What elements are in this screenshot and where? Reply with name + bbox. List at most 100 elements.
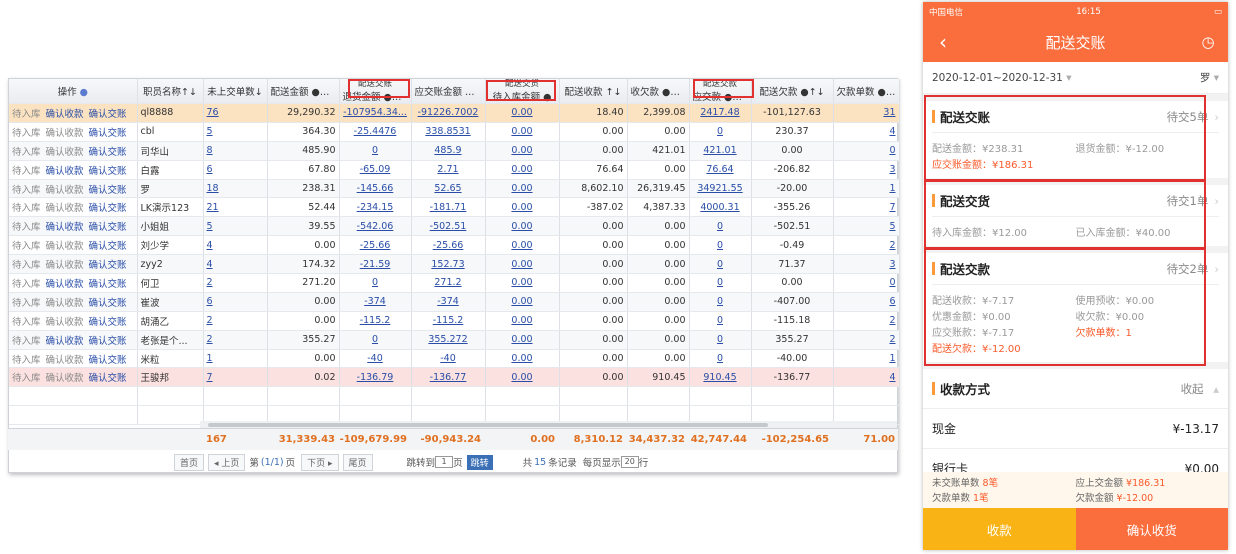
confirm-account-link[interactable]: 确认交账 bbox=[88, 165, 127, 177]
col-recv[interactable]: 配送收款 ↑↓ bbox=[559, 79, 628, 104]
col-unsub[interactable]: 未上交单数↓ bbox=[203, 79, 268, 104]
confirm-account-link[interactable]: 确认交账 bbox=[88, 297, 127, 309]
due-link[interactable]: 338.8531 bbox=[411, 122, 486, 142]
owe-count-link[interactable]: 6 bbox=[833, 292, 900, 312]
confirm-payment-link[interactable]: 确认收款 bbox=[45, 297, 84, 309]
owe-count-link[interactable]: 1 bbox=[833, 179, 900, 199]
col-ret[interactable]: 配送交账 退货金额 ●↑↓ bbox=[339, 79, 412, 104]
table-row[interactable]: 待入库 确认收款 确认交账 zyy2 4 174.32 -21.59 152.73 0.00 0.… bbox=[9, 254, 900, 275]
wait-link[interactable]: 0.00 bbox=[485, 292, 560, 312]
confirm-account-link[interactable]: 确认交账 bbox=[88, 373, 127, 385]
due-link[interactable]: 52.65 bbox=[411, 179, 486, 199]
last-page-button[interactable]: 尾页 bbox=[342, 453, 373, 471]
due-link[interactable]: 485.9 bbox=[411, 141, 486, 161]
confirm-payment-link[interactable]: 确认收款 bbox=[45, 373, 84, 385]
due-link[interactable]: -40 bbox=[411, 349, 486, 369]
unsub-count-link[interactable]: 4 bbox=[203, 254, 268, 275]
col-wait[interactable]: 配送交货 待入库金额 ● bbox=[485, 79, 560, 104]
confirm-payment-link[interactable]: 确认收款 bbox=[45, 222, 84, 234]
owe-count-link[interactable]: 2 bbox=[833, 235, 900, 256]
wait-link[interactable]: 0.00 bbox=[485, 367, 560, 388]
wait-link[interactable]: 0.00 bbox=[485, 141, 560, 161]
table-row[interactable]: 待入库 确认收款 确认交账 王骏邦 7 0.02 -136.79 -136.77 0.00 0.0… bbox=[9, 367, 900, 388]
clock-history-icon[interactable]: ◷ bbox=[1201, 33, 1215, 51]
ret-link[interactable]: -21.59 bbox=[339, 254, 412, 275]
due-link[interactable]: 152.73 bbox=[411, 254, 486, 275]
table-row[interactable]: 待入库 确认收款 确认交账 小姐姐 5 39.55 -542.06 -502.51 0.00 0.… bbox=[9, 216, 900, 237]
stock-in-link[interactable]: 待入库 bbox=[12, 127, 41, 139]
per-page-input[interactable]: 20 bbox=[620, 456, 639, 468]
confirm-account-link[interactable]: 确认交账 bbox=[88, 184, 127, 196]
unsub-count-link[interactable]: 18 bbox=[203, 179, 268, 199]
unsub-count-link[interactable]: 2 bbox=[203, 273, 268, 293]
unsub-count-link[interactable]: 1 bbox=[203, 349, 268, 369]
ret-link[interactable]: 0 bbox=[339, 330, 412, 350]
payable-link[interactable]: 421.01 bbox=[689, 141, 752, 161]
owe-count-link[interactable]: 0 bbox=[833, 141, 900, 161]
payable-link[interactable]: 0 bbox=[689, 273, 752, 293]
table-row[interactable]: 待入库 确认收款 确认交账 崔波 6 0.00 -374 -374 0.00 0.00 0.00 0-… bbox=[9, 292, 900, 312]
ret-link[interactable]: -25.66 bbox=[339, 235, 412, 256]
jump-page-input[interactable]: 1 bbox=[435, 456, 454, 468]
payable-link[interactable]: 0 bbox=[689, 292, 752, 312]
table-row[interactable]: 待入库 确认收款 确认交账 LK演示123 21 52.44 -234.15 -181.71 0… bbox=[9, 197, 900, 218]
table-row[interactable]: 待入库 确认收款 确认交账 司华山 8 485.90 0 485.9 0.00 0.00 421.0… bbox=[9, 141, 900, 161]
prev-page-button[interactable]: ◂ 上页 bbox=[208, 453, 246, 471]
payable-link[interactable]: 2417.48 bbox=[689, 103, 752, 123]
confirm-receipt-button[interactable]: 确认收货 bbox=[1075, 508, 1228, 550]
due-link[interactable]: -25.66 bbox=[411, 235, 486, 256]
stock-in-link[interactable]: 待入库 bbox=[12, 354, 41, 366]
wait-link[interactable]: 0.00 bbox=[485, 103, 560, 123]
stock-in-link[interactable]: 待入库 bbox=[12, 373, 41, 385]
collect-button[interactable]: 收款 bbox=[923, 508, 1076, 550]
date-range-select[interactable]: 2020-12-01~2020-12-31 ▾ bbox=[932, 71, 1072, 84]
due-link[interactable]: 355.272 bbox=[411, 330, 486, 350]
wait-link[interactable]: 0.00 bbox=[485, 254, 560, 275]
col-payable[interactable]: 配送交款 应交款 ●↑↓ bbox=[689, 79, 752, 104]
owe-count-link[interactable]: 4 bbox=[833, 367, 900, 388]
ret-link[interactable]: -107954.34... bbox=[339, 103, 412, 123]
summary-card[interactable]: 配送交款 待交2单 › 配送收款：¥-7.17 使用预收：¥0.00 优惠金额：¥0.00… bbox=[923, 247, 1228, 366]
confirm-account-link[interactable]: 确认交账 bbox=[88, 146, 127, 158]
payable-link[interactable]: 0 bbox=[689, 349, 752, 369]
user-select[interactable]: 罗 ▾ bbox=[1199, 72, 1219, 84]
col-emp[interactable]: 职员名称↑↓ bbox=[137, 79, 204, 104]
due-link[interactable]: 271.2 bbox=[411, 273, 486, 293]
confirm-payment-link[interactable]: 确认收款 bbox=[45, 203, 84, 215]
unsub-count-link[interactable]: 21 bbox=[203, 197, 268, 218]
stock-in-link[interactable]: 待入库 bbox=[12, 297, 41, 309]
ret-link[interactable]: -374 bbox=[339, 292, 412, 312]
confirm-payment-link[interactable]: 确认收款 bbox=[45, 335, 84, 347]
stock-in-link[interactable]: 待入库 bbox=[12, 203, 41, 215]
unsub-count-link[interactable]: 76 bbox=[203, 103, 268, 123]
table-row[interactable]: 待入库 确认收款 确认交账罗 18 238.31 -145.66 52.65 0.00 8,60… bbox=[9, 179, 900, 199]
owe-count-link[interactable]: 2 bbox=[833, 330, 900, 350]
table-row[interactable]: 待入库 确认收款 确认交账 何卫 2 271.20 0 271.2 0.00 0.00 0.00 0 0… bbox=[9, 273, 900, 293]
confirm-account-link[interactable]: 确认交账 bbox=[88, 278, 127, 290]
wait-link[interactable]: 0.00 bbox=[485, 273, 560, 293]
confirm-payment-link[interactable]: 确认收款 bbox=[45, 316, 84, 328]
confirm-payment-link[interactable]: 确认收款 bbox=[45, 260, 84, 272]
unsub-count-link[interactable]: 6 bbox=[203, 160, 268, 180]
col-coll[interactable]: 收欠款 ●↑↓ bbox=[627, 79, 690, 104]
owe-count-link[interactable]: 3 bbox=[833, 160, 900, 180]
due-link[interactable]: -181.71 bbox=[411, 197, 486, 218]
confirm-account-link[interactable]: 确认交账 bbox=[88, 127, 127, 139]
confirm-account-link[interactable]: 确认交账 bbox=[88, 241, 127, 253]
ret-link[interactable]: -65.09 bbox=[339, 160, 412, 180]
wait-link[interactable]: 0.00 bbox=[485, 160, 560, 180]
wait-link[interactable]: 0.00 bbox=[485, 197, 560, 218]
wait-link[interactable]: 0.00 bbox=[485, 311, 560, 331]
confirm-account-link[interactable]: 确认交账 bbox=[88, 316, 127, 328]
payable-link[interactable]: 76.64 bbox=[689, 160, 752, 180]
ret-link[interactable]: -234.15 bbox=[339, 197, 412, 218]
unsub-count-link[interactable]: 5 bbox=[203, 216, 268, 237]
due-link[interactable]: -374 bbox=[411, 292, 486, 312]
unsub-count-link[interactable]: 5 bbox=[203, 122, 268, 142]
confirm-payment-link[interactable]: 确认收款 bbox=[45, 127, 84, 139]
payable-link[interactable]: 0 bbox=[689, 254, 752, 275]
back-chevron-icon[interactable]: ‹ bbox=[939, 30, 947, 54]
ret-link[interactable]: -136.79 bbox=[339, 367, 412, 388]
payable-link[interactable]: 4000.31 bbox=[689, 197, 752, 218]
ret-link[interactable]: -40 bbox=[339, 349, 412, 369]
